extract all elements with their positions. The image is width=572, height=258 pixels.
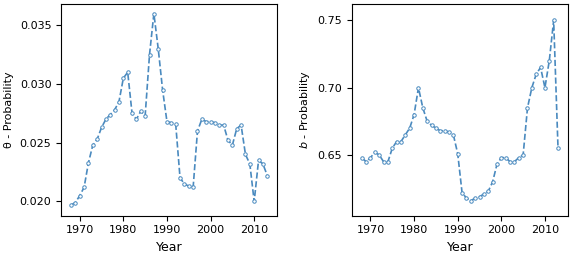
- X-axis label: Year: Year: [156, 241, 182, 254]
- X-axis label: Year: Year: [447, 241, 473, 254]
- Y-axis label: θ - Probability: θ - Probability: [4, 71, 14, 148]
- Y-axis label: $b$ - Probability: $b$ - Probability: [298, 70, 312, 149]
